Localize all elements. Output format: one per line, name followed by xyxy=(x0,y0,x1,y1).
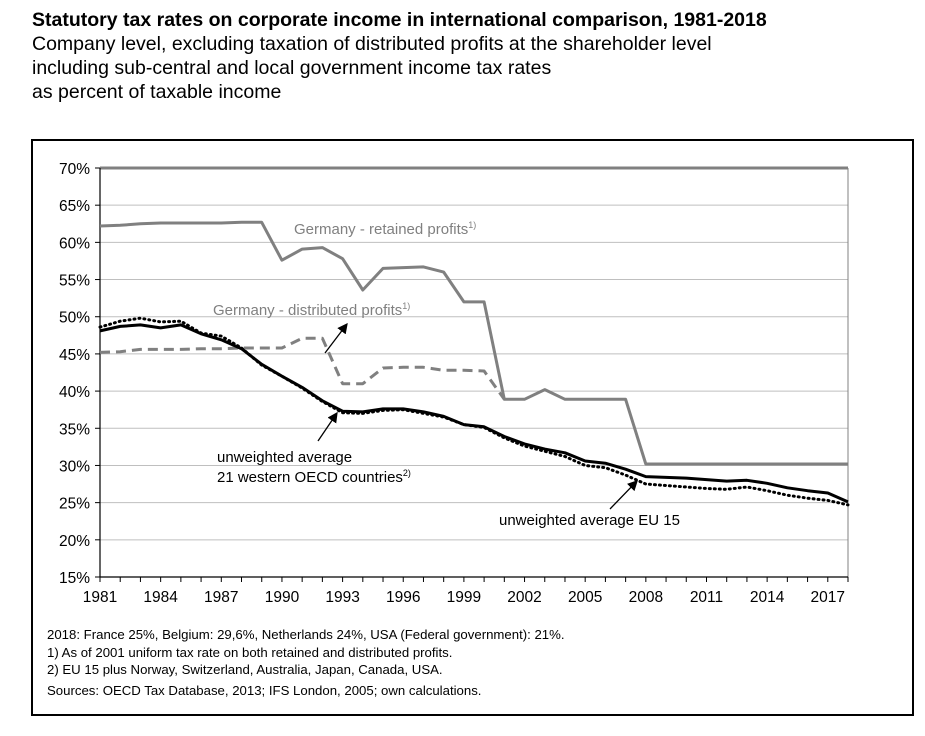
footnote-1: 1) As of 2001 uniform tax rate on both r… xyxy=(47,644,453,660)
chart-subtitle-line-3: as percent of taxable income xyxy=(32,81,282,103)
y-tick-label-55: 55% xyxy=(59,273,90,290)
series-lines xyxy=(98,220,850,507)
y-tick-label-70: 70% xyxy=(59,161,90,178)
label-germany-retained-sup: 1) xyxy=(468,220,476,230)
x-tick-label-1990: 1990 xyxy=(265,589,300,606)
arrow-eu15 xyxy=(609,480,638,510)
arrow-distributed xyxy=(324,322,348,354)
annotation-arrows xyxy=(317,322,638,510)
x-tick-label-1981: 1981 xyxy=(83,589,117,606)
y-tick-label-30: 30% xyxy=(59,458,90,475)
chart-footnotes: 2018: France 25%, Belgium: 29,6%, Nether… xyxy=(47,626,565,699)
footnote-sources: Sources: OECD Tax Database, 2013; IFS Lo… xyxy=(47,682,482,698)
series-line-3 xyxy=(98,316,850,507)
chart-frame xyxy=(31,139,914,716)
label-eu15: unweighted average EU 15 xyxy=(499,512,680,529)
y-tick-label-35: 35% xyxy=(59,421,90,438)
label-oecd-line-1: unweighted average xyxy=(217,449,352,466)
chart-header: Statutory tax rates on corporate income … xyxy=(32,8,767,104)
grid-lines xyxy=(100,166,849,578)
y-tick-label-15: 15% xyxy=(59,570,90,587)
axes: 15% 20% 25% 30% 35% 40% 45% 50% 55% 60% 65% 70% 1981… xyxy=(59,161,849,606)
label-germany-retained-text: Germany - retained profits xyxy=(294,221,468,238)
footnote-2: 2) EU 15 plus Norway, Switzerland, Austr… xyxy=(47,662,443,677)
y-tick-label-50: 50% xyxy=(59,310,90,327)
label-oecd-line-2-text: 21 western OECD countries xyxy=(217,469,403,486)
label-oecd-line-2: 21 western OECD countries2) xyxy=(217,468,411,486)
x-tick-label-2005: 2005 xyxy=(568,589,602,606)
y-tick-label-20: 20% xyxy=(59,533,90,550)
series-line-2 xyxy=(99,323,849,504)
x-tick-label-1993: 1993 xyxy=(325,589,359,606)
y-tick-label-65: 65% xyxy=(59,198,90,215)
x-tick-label-1984: 1984 xyxy=(143,589,178,606)
label-germany-distributed-text: Germany - distributed profits xyxy=(213,302,402,319)
x-tick-label-2002: 2002 xyxy=(507,589,541,606)
x-tick-label-1996: 1996 xyxy=(386,589,420,606)
y-tick-label-45: 45% xyxy=(59,347,90,364)
y-tick-label-60: 60% xyxy=(59,235,90,252)
y-tick-label-25: 25% xyxy=(59,496,90,513)
x-tick-label-2014: 2014 xyxy=(750,589,785,606)
label-germany-retained: Germany - retained profits1) xyxy=(294,220,476,238)
x-tick-label-1987: 1987 xyxy=(204,589,238,606)
arrow-oecd xyxy=(317,411,338,442)
footnote-2018: 2018: France 25%, Belgium: 29,6%, Nether… xyxy=(47,627,565,642)
x-tick-label-1999: 1999 xyxy=(447,589,481,606)
chart-title: Statutory tax rates on corporate income … xyxy=(32,9,767,31)
x-tick-label-2017: 2017 xyxy=(811,589,845,606)
x-tick-label-2011: 2011 xyxy=(690,589,723,606)
chart-subtitle-line-2: including sub-central and local governme… xyxy=(32,57,552,79)
label-germany-distributed-sup: 1) xyxy=(402,301,410,311)
y-tick-label-40: 40% xyxy=(59,384,90,401)
series-line-0 xyxy=(99,220,848,466)
label-germany-distributed: Germany - distributed profits1) xyxy=(213,301,410,319)
x-tick-label-2008: 2008 xyxy=(629,589,663,606)
chart-subtitle-line-1: Company level, excluding taxation of dis… xyxy=(32,33,712,55)
series-line-1 xyxy=(99,336,506,401)
label-oecd-sup: 2) xyxy=(403,468,411,478)
annotation-labels: Germany - retained profits1) Germany - d… xyxy=(213,220,680,529)
